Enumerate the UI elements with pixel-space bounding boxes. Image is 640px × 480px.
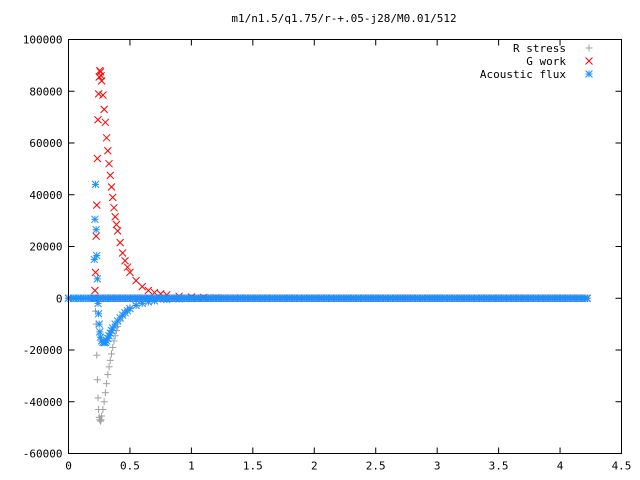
acoustic-flux-point [95,320,104,328]
g-work-point [106,171,115,180]
g-work-point [92,201,101,209]
y-tick-label: 40000 [29,189,62,202]
g-work-point [144,286,153,295]
g-work-point [102,133,111,142]
y-tick-label: 60000 [29,137,62,150]
g-work-point [100,105,108,114]
y-tick-label: 0 [56,292,63,305]
acoustic-flux-point [91,215,99,224]
legend-marker [585,44,593,52]
g-work-point [97,77,106,85]
r-stress-point [100,398,108,406]
g-work-point [93,154,102,163]
acoustic-flux-point [92,251,101,260]
x-axis: 0 0.5 1 1.5 2 2.5 3 3.5 4 4.5 [65,39,632,473]
x-tick-label: 0 [65,460,72,473]
x-tick-label: 4.5 [612,460,632,473]
x-tick-label: 1.5 [243,460,263,473]
legend-label: Acoustic flux [480,68,566,81]
y-tick-label: 100000 [23,34,63,47]
x-tick-label: 1 [188,460,195,473]
g-work-point [105,159,113,168]
x-tick-label: 2.5 [366,460,386,473]
g-work-point [103,146,112,155]
plot-frame [68,39,622,454]
y-tick-label: -40000 [23,396,63,409]
r-stress-point [99,406,107,414]
g-work-point [94,89,103,98]
r-stress-point [93,376,101,384]
g-work-point [107,183,116,191]
g-work-point [94,115,102,124]
g-work-point [123,263,132,272]
chart-title: m1/n1.5/q1.75/r-+.05-j28/M0.01/512 [231,12,456,25]
y-tick-label: 20000 [29,241,62,254]
r-stress-point [94,394,102,402]
r-stress-point [96,417,104,425]
g-work-point [113,227,122,235]
acoustic-flux-point [92,225,101,234]
legend-label: G work [526,55,566,68]
r-stress-point [104,371,112,379]
y-axis: -60000 -40000 -20000 0 20000 40000 60000 80000 1… [23,34,622,461]
r-stress-point [108,350,116,358]
r-stress-point [106,356,114,364]
r-stress-point [103,380,111,388]
acoustic-flux-point [583,294,591,303]
r-stress-point [97,416,105,424]
y-tick-label: -60000 [23,448,63,461]
g-work-point [108,193,117,202]
legend-marker [585,57,593,65]
g-work-point [99,91,107,99]
acoustic-flux-point [94,309,103,318]
g-work-point [91,268,100,277]
g-work-point [126,268,134,277]
x-tick-label: 0.5 [120,460,140,473]
g-work-point [138,282,147,291]
g-work-point [132,276,140,285]
acoustic-flux-point [93,274,102,283]
legend-label: R stress [513,42,566,55]
r-stress-point [110,337,118,345]
g-work-point [118,249,127,257]
y-tick-label: -20000 [23,344,63,357]
x-tick-label: 4 [557,460,564,473]
g-work-point [116,238,124,247]
x-tick-label: 3 [434,460,441,473]
plot-points [64,66,591,425]
r-stress-point [105,363,113,371]
acoustic-flux-point [132,301,140,310]
g-work-point [111,212,120,221]
r-stress-point [101,389,109,397]
legend-marker [585,70,593,78]
y-tick-label: 80000 [29,85,62,98]
g-work-point [112,220,121,229]
g-work-point [156,289,165,298]
g-work-point [91,286,99,295]
x-tick-label: 2 [311,460,318,473]
acoustic-flux-point [91,180,100,189]
g-work-point [101,118,110,127]
r-stress-point [93,351,101,359]
r-stress-point [98,412,106,420]
g-work-point [121,256,129,265]
x-tick-label: 3.5 [489,460,509,473]
r-stress-point [109,343,117,351]
g-work-point [92,232,101,241]
g-work-point [110,203,118,212]
